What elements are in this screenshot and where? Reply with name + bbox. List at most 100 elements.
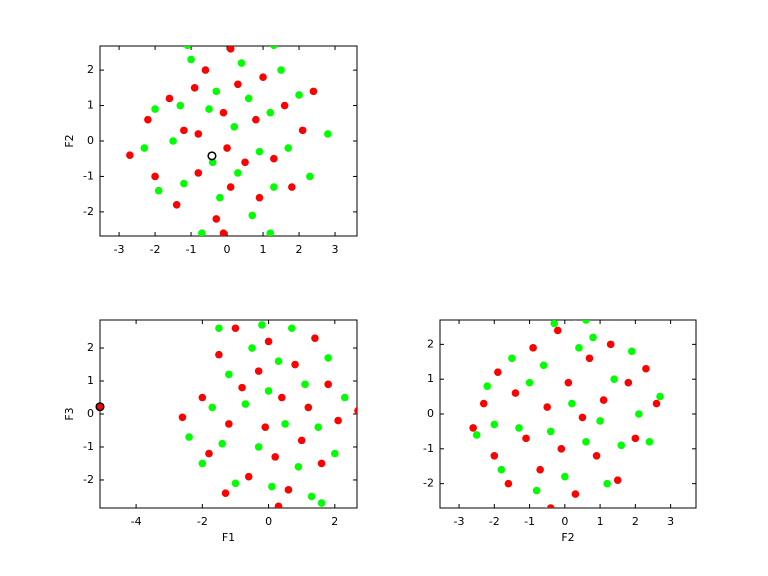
point [568, 399, 576, 408]
point [278, 393, 286, 402]
point [180, 126, 188, 135]
point [185, 433, 193, 441]
point [274, 502, 283, 508]
point [617, 441, 626, 450]
point [226, 46, 235, 53]
x-tick-label: 2 [296, 243, 303, 256]
point [277, 66, 285, 74]
y-tick-label: -2 [83, 473, 94, 486]
y-tick-label: -1 [423, 442, 434, 455]
y-tick-label: -1 [83, 169, 94, 182]
point [261, 423, 270, 431]
y-tick-label: 2 [87, 341, 94, 354]
y-tick-label: 2 [87, 63, 94, 76]
point [231, 324, 240, 333]
point [266, 108, 275, 117]
point [645, 438, 654, 446]
x-tick-label: -3 [454, 515, 465, 528]
x-tick-label: 3 [667, 515, 674, 528]
point [546, 504, 555, 508]
x-tick-label: -2 [150, 243, 161, 256]
x-tick-label: 0 [265, 515, 272, 528]
axes-frame [99, 319, 358, 509]
point [284, 486, 293, 494]
point [255, 147, 264, 156]
x-tick-label: -3 [114, 243, 125, 256]
point [311, 334, 319, 342]
point [194, 130, 203, 138]
x-tick-label: 1 [260, 243, 267, 256]
x-axis-label: F2 [561, 531, 574, 544]
points [126, 46, 332, 236]
point [317, 499, 326, 507]
point [529, 344, 537, 352]
point [223, 144, 231, 152]
y-tick-label: -2 [423, 477, 434, 490]
point [271, 453, 279, 461]
point [183, 46, 192, 50]
point [270, 154, 278, 163]
y-tick-label: 0 [427, 407, 434, 420]
point [497, 465, 506, 474]
point [571, 490, 580, 498]
point [234, 80, 242, 89]
point [324, 354, 332, 362]
point [582, 438, 590, 446]
point [198, 459, 207, 468]
point [266, 229, 275, 236]
point [309, 87, 318, 96]
point [546, 427, 555, 436]
point [631, 434, 640, 443]
point [218, 439, 227, 448]
point [553, 326, 562, 335]
point [599, 396, 608, 404]
point [244, 94, 253, 103]
point [248, 211, 257, 220]
y-tick-label: 0 [87, 407, 94, 420]
point [264, 387, 273, 395]
point [165, 94, 174, 103]
point [244, 472, 253, 481]
x-tick-label: -4 [131, 515, 142, 528]
point [280, 101, 289, 110]
point [140, 144, 149, 152]
point [324, 130, 332, 138]
point [508, 354, 516, 363]
y-tick-label: 0 [87, 134, 94, 147]
point [295, 91, 303, 99]
point [254, 367, 263, 375]
point [205, 449, 213, 458]
axes-frame [439, 319, 697, 509]
point [301, 380, 309, 389]
point [198, 229, 206, 236]
x-tick-label: -1 [524, 515, 535, 528]
point [201, 66, 210, 74]
point [237, 59, 246, 67]
point [307, 492, 316, 501]
point [178, 413, 187, 422]
y-tick-label: -1 [83, 440, 94, 453]
point [198, 393, 207, 402]
point [472, 431, 481, 439]
points [95, 321, 357, 508]
x-tick-label: 1 [597, 515, 604, 528]
point [270, 46, 278, 50]
point [582, 320, 590, 324]
point [543, 403, 551, 411]
point [504, 479, 513, 488]
point [532, 486, 541, 495]
point [483, 382, 492, 390]
point [642, 364, 650, 373]
point [208, 158, 217, 167]
point [259, 73, 267, 81]
point [194, 169, 203, 177]
point [628, 347, 636, 356]
point [225, 370, 233, 379]
point [603, 479, 611, 488]
point [238, 383, 246, 392]
y-tick-label: 2 [427, 337, 434, 350]
point [254, 443, 263, 451]
axes-frame [99, 45, 358, 237]
point [230, 123, 239, 131]
point [126, 151, 134, 159]
